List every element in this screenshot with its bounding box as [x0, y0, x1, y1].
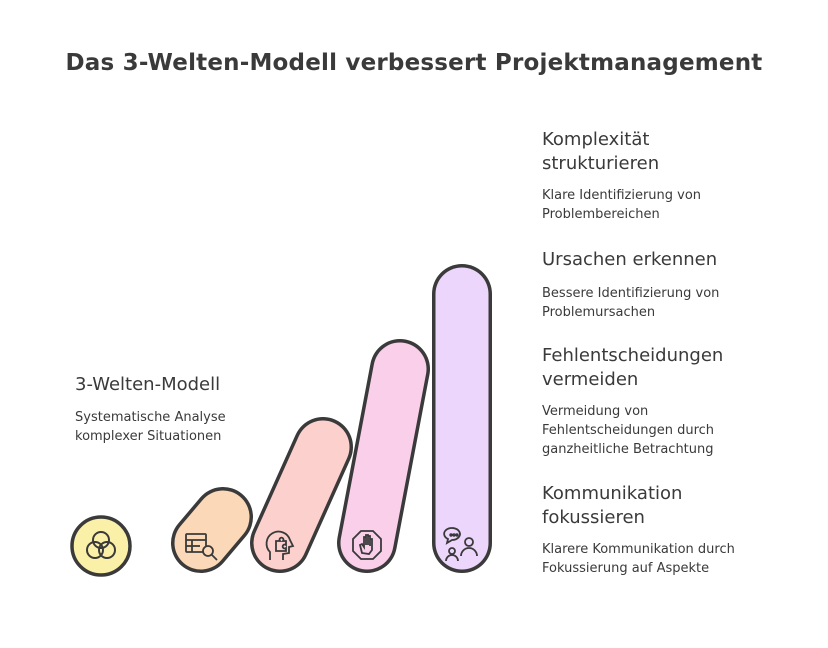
- step-3-description: Vermeidung von Fehlentscheidungen durch …: [542, 404, 715, 457]
- step-1-description: Klare Identifizierung von Problembereich…: [542, 188, 702, 222]
- step-1-heading: Komplexität strukturieren: [542, 129, 660, 174]
- step-2-description: Bessere Identifizierung von Problemursac…: [542, 286, 720, 320]
- three-worlds-node: [70, 515, 132, 577]
- venn-icon: [86, 531, 116, 559]
- step-3-heading: Fehlentscheidungen vermeiden: [542, 345, 724, 390]
- step-bar-2: [250, 417, 353, 573]
- head-puzzle-icon: [265, 530, 295, 560]
- step-2-heading: Ursachen erkennen: [542, 249, 718, 270]
- step-bar-1: [171, 487, 253, 573]
- diagram-title: Das 3-Welten-Modell verbessert Projektma…: [65, 50, 763, 76]
- step-bar-4: [432, 264, 492, 573]
- stop-hand-icon: [352, 530, 382, 560]
- table-search-icon: [185, 533, 218, 561]
- intro-heading: 3-Welten-Modell: [75, 374, 221, 395]
- step-bar-3: [337, 339, 430, 573]
- step-4-description: Klarere Kommunikation durch Fokussierung…: [542, 542, 735, 576]
- step-4-heading: Kommunikation fokussieren: [542, 483, 683, 528]
- intro-description: Systematische Analyse komplexer Situatio…: [75, 410, 226, 444]
- chat-people-icon: [443, 527, 478, 562]
